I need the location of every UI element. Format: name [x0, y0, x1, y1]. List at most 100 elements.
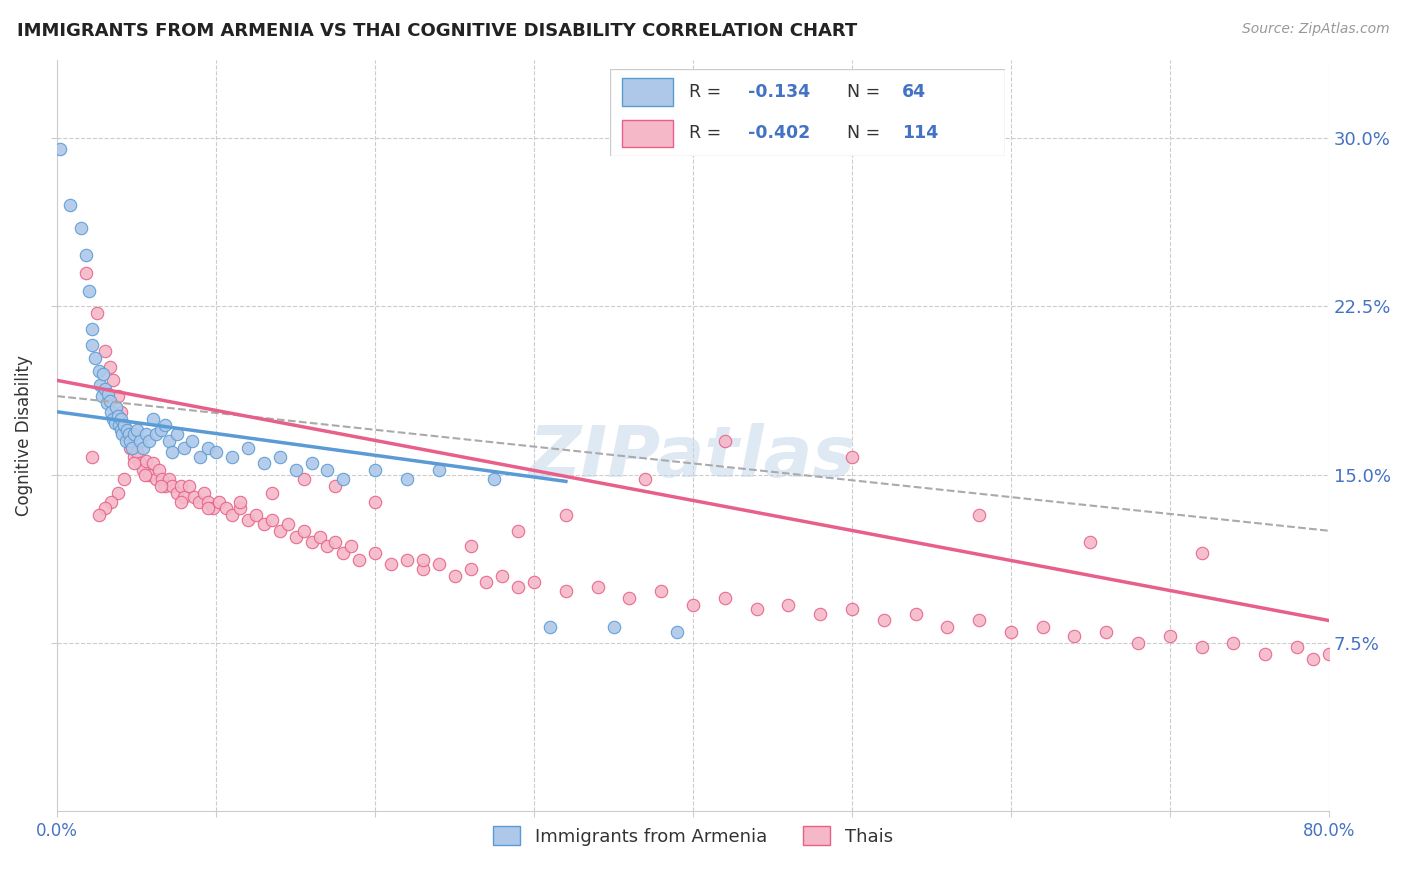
Point	[1317, 647, 1340, 661]
Point	[364, 546, 387, 560]
Point	[332, 472, 354, 486]
Point	[301, 457, 323, 471]
Point	[229, 494, 252, 508]
Point	[111, 427, 134, 442]
Point	[114, 434, 136, 448]
Point	[508, 580, 530, 594]
Point	[112, 472, 135, 486]
Point	[82, 322, 104, 336]
Point	[150, 472, 173, 486]
Point	[253, 516, 276, 531]
Point	[90, 389, 112, 403]
Text: ZIPatlas: ZIPatlas	[529, 424, 856, 492]
Point	[1032, 620, 1054, 634]
Point	[808, 607, 831, 621]
Point	[412, 562, 434, 576]
Point	[170, 479, 193, 493]
Point	[86, 306, 108, 320]
Point	[602, 620, 624, 634]
Point	[107, 389, 129, 403]
Point	[1302, 651, 1324, 665]
Point	[197, 501, 219, 516]
Point	[460, 562, 482, 576]
Point	[508, 524, 530, 538]
Point	[110, 405, 132, 419]
Point	[115, 423, 138, 437]
Point	[904, 607, 927, 621]
Point	[301, 535, 323, 549]
Point	[253, 457, 276, 471]
Point	[260, 512, 283, 526]
Point	[491, 568, 513, 582]
Point	[967, 508, 990, 522]
Point	[236, 441, 259, 455]
Point	[87, 364, 110, 378]
Point	[292, 472, 315, 486]
Point	[443, 568, 465, 582]
Point	[132, 463, 155, 477]
Point	[145, 427, 167, 442]
Point	[967, 614, 990, 628]
Point	[308, 531, 330, 545]
Point	[173, 441, 195, 455]
Point	[197, 494, 219, 508]
Point	[112, 418, 135, 433]
Point	[714, 434, 737, 448]
Point	[110, 411, 132, 425]
Point	[380, 558, 402, 572]
Point	[125, 423, 148, 437]
Point	[554, 508, 576, 522]
Point	[538, 620, 561, 634]
Point	[427, 463, 450, 477]
Point	[181, 434, 204, 448]
Point	[155, 479, 177, 493]
Point	[316, 463, 339, 477]
Point	[94, 344, 117, 359]
Point	[110, 423, 132, 437]
Point	[292, 524, 315, 538]
Point	[118, 427, 141, 442]
Point	[364, 494, 387, 508]
Point	[245, 508, 267, 522]
Point	[77, 284, 100, 298]
Point	[84, 351, 107, 365]
Point	[484, 472, 506, 486]
Point	[221, 450, 243, 464]
Point	[145, 472, 167, 486]
Point	[1095, 624, 1118, 639]
Point	[1285, 640, 1308, 655]
Point	[1126, 636, 1149, 650]
Point	[87, 508, 110, 522]
Point	[1159, 629, 1181, 643]
Point	[349, 553, 371, 567]
Point	[554, 584, 576, 599]
Point	[412, 553, 434, 567]
Point	[107, 485, 129, 500]
Point	[160, 479, 183, 493]
Point	[142, 457, 165, 471]
Point	[1000, 624, 1022, 639]
Point	[778, 598, 800, 612]
Point	[157, 434, 180, 448]
Point	[120, 441, 142, 455]
Point	[101, 411, 124, 425]
Point	[93, 367, 115, 381]
Point	[132, 441, 155, 455]
Point	[229, 501, 252, 516]
Point	[96, 396, 118, 410]
Point	[160, 445, 183, 459]
Point	[208, 494, 231, 508]
Point	[115, 427, 138, 442]
Point	[364, 463, 387, 477]
Point	[193, 485, 215, 500]
Point	[841, 602, 863, 616]
Point	[105, 401, 128, 415]
Point	[148, 463, 170, 477]
Point	[1063, 629, 1085, 643]
Point	[100, 405, 122, 419]
Point	[82, 450, 104, 464]
Point	[49, 142, 72, 156]
Point	[325, 535, 347, 549]
Point	[841, 450, 863, 464]
Point	[284, 531, 307, 545]
